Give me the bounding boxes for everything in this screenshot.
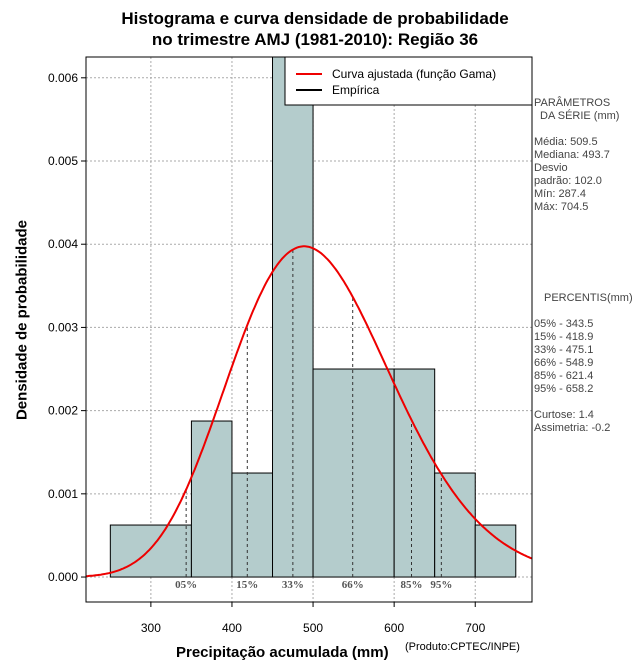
x-tick-label: 500 <box>303 621 323 635</box>
histogram-bar <box>231 472 274 578</box>
percentile-33: 33% - 475.1 <box>534 344 594 356</box>
histogram-bar <box>190 420 233 578</box>
x-tick-label: 600 <box>384 621 404 635</box>
y-tick-label: 0.000 <box>48 570 78 584</box>
chart-title: Histograma e curva densidade de probabil… <box>60 8 570 50</box>
percentile-lines <box>185 249 442 578</box>
stat-min: Mín: 287.4 <box>534 188 586 200</box>
stat-media: Média: 509.5 <box>534 136 598 148</box>
stats-panel: PARÂMETROS DA SÉRIE (mm) Média: 509.5 Me… <box>534 97 640 435</box>
histogram-bar <box>393 368 436 578</box>
percentile-95: 95% - 658.2 <box>534 383 594 395</box>
percentile-label: 15% <box>236 579 258 591</box>
params-title-2: DA SÉRIE (mm) <box>540 110 620 122</box>
x-axis-label: Precipitação acumulada (mm) <box>176 644 389 661</box>
percentile-66: 66% - 548.9 <box>534 357 594 369</box>
legend: Curva ajustada (função Gama) Empírica <box>284 56 533 106</box>
product-credit: (Produto:CPTEC/INPE) <box>405 641 520 653</box>
y-tick-label: 0.002 <box>48 404 78 418</box>
y-tick-label: 0.003 <box>48 320 78 334</box>
chart-title-line1: Histograma e curva densidade de probabil… <box>121 9 509 28</box>
x-tick-label: 300 <box>141 621 161 635</box>
y-tick-label: 0.004 <box>48 237 78 251</box>
y-axis-label-box: Densidade de probabilidade <box>2 220 42 420</box>
x-tick-label: 700 <box>465 621 485 635</box>
legend-curve-label: Curva ajustada (função Gama) <box>332 67 496 81</box>
percentile-label: 95% <box>430 579 452 591</box>
gamma-curve <box>85 245 533 578</box>
histogram-bar <box>434 472 476 578</box>
stat-mediana: Mediana: 493.7 <box>534 149 610 161</box>
x-tick-label: 400 <box>222 621 242 635</box>
histogram-bar <box>474 524 517 578</box>
stat-desvio-1: Desvio <box>534 162 568 174</box>
percentis-title: PERCENTIS(mm) <box>544 292 633 304</box>
legend-box <box>284 56 533 106</box>
y-tick-label: 0.001 <box>48 487 78 501</box>
chart-title-line2: no trimestre AMJ (1981-2010): Região 36 <box>151 30 479 49</box>
histogram-bars <box>109 56 517 578</box>
y-axis-label: Densidade de probabilidade <box>13 219 31 421</box>
params-title-1: PARÂMETROS <box>534 97 611 109</box>
histogram-bar <box>312 368 395 578</box>
percentile-label: 85% <box>400 579 422 591</box>
legend-empirical-label: Empírica <box>332 83 380 97</box>
axes: 300 400 500 600 700 0.000 0.001 0.002 0.003 0.004… <box>48 71 486 635</box>
y-tick-label: 0.005 <box>48 154 78 168</box>
percentile-05: 05% - 343.5 <box>534 318 594 330</box>
y-tick-label: 0.006 <box>48 71 78 85</box>
percentile-labels: 05% 15% 33% 66% 85% 95% <box>175 579 452 591</box>
stat-desvio-2: padrão: 102.0 <box>534 175 602 187</box>
percentile-15: 15% - 418.9 <box>534 331 594 343</box>
percentile-85: 85% - 621.4 <box>534 370 594 382</box>
percentile-label: 66% <box>342 579 364 591</box>
percentile-label: 05% <box>175 579 197 591</box>
percentile-label: 33% <box>282 579 304 591</box>
stat-max: Máx: 704.5 <box>534 201 589 213</box>
stat-assimetria: Assimetria: -0.2 <box>534 422 611 434</box>
stat-curtose: Curtose: 1.4 <box>534 409 594 421</box>
